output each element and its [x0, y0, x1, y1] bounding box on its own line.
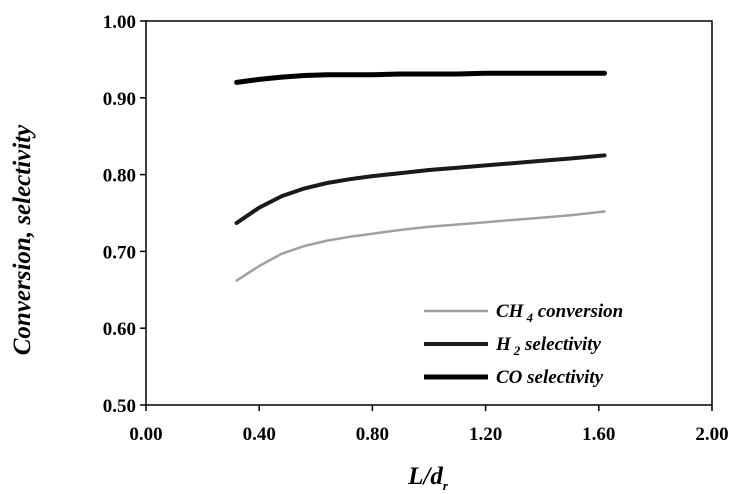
y-tick-label: 0.90	[103, 89, 136, 110]
x-tick-label: 0.80	[356, 424, 389, 445]
x-tick-label: 1.20	[469, 424, 502, 445]
y-axis: 0.50 0.60 0.70 0.80 0.90 1.00	[103, 12, 146, 417]
legend-label-2: CO selectivity	[496, 367, 604, 388]
x-axis: 0.00 0.40 0.80 1.20 1.60 2.00	[129, 405, 729, 445]
legend-label-0: CH 4 conversion	[496, 301, 623, 325]
y-tick-label: 0.70	[103, 242, 136, 263]
y-axis-title: Conversion, selectivity	[9, 124, 36, 355]
x-axis-title-subscript: r	[443, 478, 449, 493]
y-tick-label: 1.00	[103, 12, 136, 33]
legend: CH 4 conversion H 2 selectivity CO selectivi…	[424, 301, 623, 388]
series-line-2	[234, 70, 607, 85]
x-tick-label: 0.00	[129, 424, 162, 445]
y-tick-label: 0.50	[103, 396, 136, 417]
y-tick-label: 0.60	[103, 319, 136, 340]
x-tick-label: 2.00	[695, 424, 728, 445]
x-tick-label: 0.40	[243, 424, 276, 445]
x-axis-title-main: L/d	[407, 463, 443, 490]
series-line-1	[234, 153, 607, 225]
x-tick-label: 1.60	[582, 424, 615, 445]
x-axis-title: L/dr	[407, 463, 449, 493]
series-lines	[234, 70, 607, 282]
series-line-0	[235, 210, 606, 282]
plot-area-frame	[145, 20, 713, 406]
y-tick-label: 0.80	[103, 166, 136, 187]
